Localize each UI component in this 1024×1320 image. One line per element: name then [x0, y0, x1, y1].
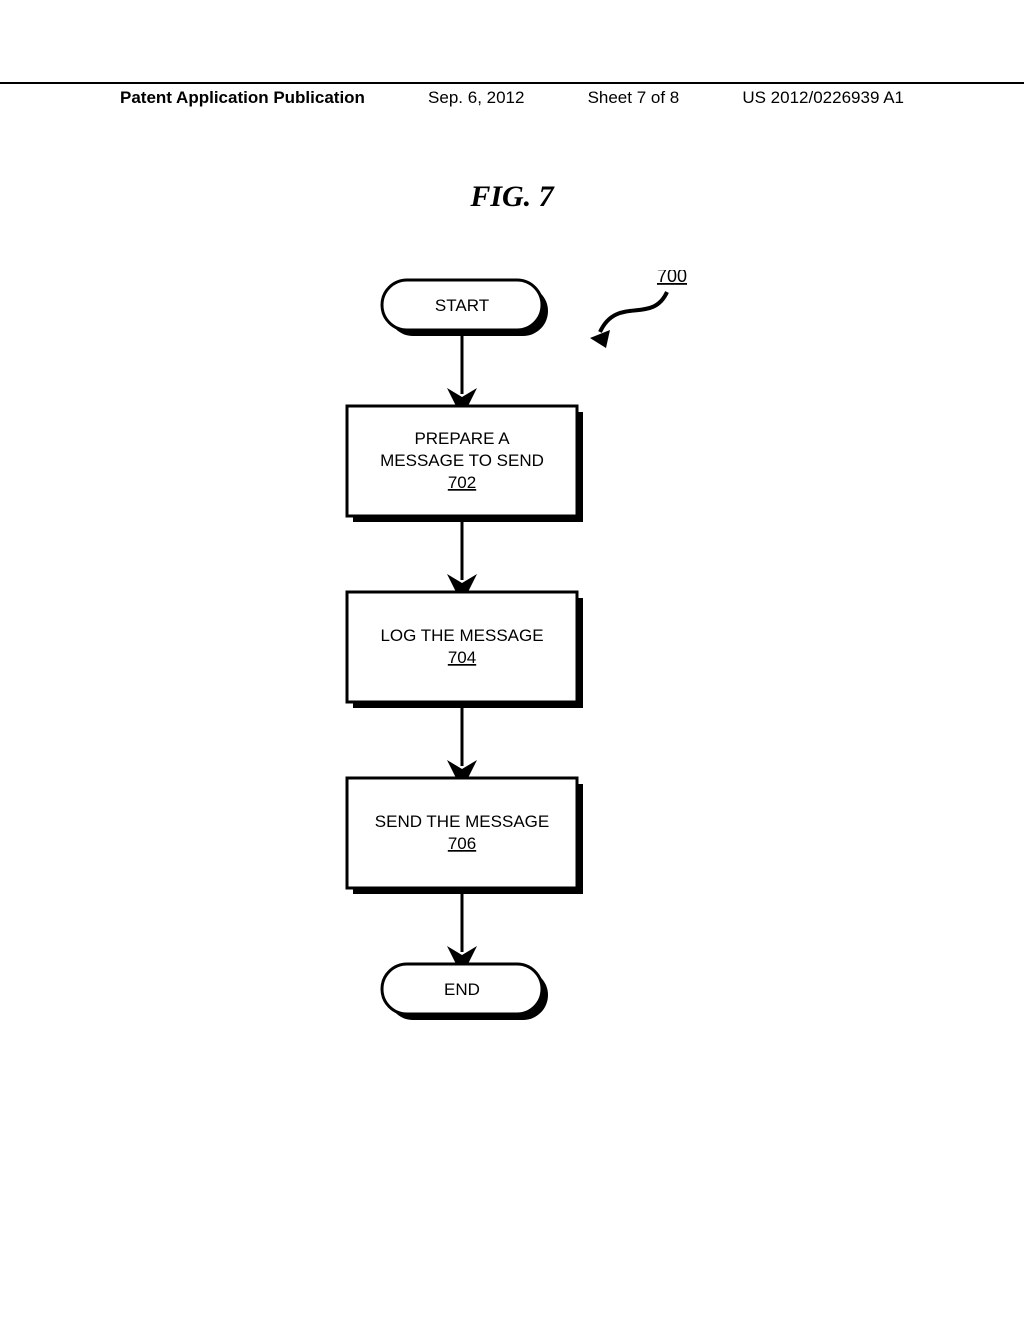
flowchart-svg: START PREPARE A MESSAGE TO SEND 702 LOG THE …	[252, 270, 772, 1040]
svg-text:700: 700	[657, 270, 687, 286]
document-number: US 2012/0226939 A1	[742, 88, 904, 108]
svg-text:PREPARE A: PREPARE A	[414, 429, 510, 448]
svg-text:MESSAGE TO SEND: MESSAGE TO SEND	[380, 451, 544, 470]
svg-text:704: 704	[448, 648, 476, 667]
publication-label: Patent Application Publication	[120, 88, 365, 108]
svg-text:702: 702	[448, 473, 476, 492]
flowchart-container: START PREPARE A MESSAGE TO SEND 702 LOG THE …	[0, 270, 1024, 1040]
page-header: Patent Application Publication Sep. 6, 2…	[0, 82, 1024, 108]
figure-title: FIG. 7	[0, 180, 1024, 214]
svg-text:START: START	[435, 296, 489, 315]
sheet-number: Sheet 7 of 8	[588, 88, 680, 108]
publication-date: Sep. 6, 2012	[428, 88, 524, 108]
svg-text:SEND THE MESSAGE: SEND THE MESSAGE	[375, 812, 549, 831]
svg-text:706: 706	[448, 834, 476, 853]
svg-text:END: END	[444, 980, 480, 999]
svg-text:LOG THE MESSAGE: LOG THE MESSAGE	[380, 626, 543, 645]
